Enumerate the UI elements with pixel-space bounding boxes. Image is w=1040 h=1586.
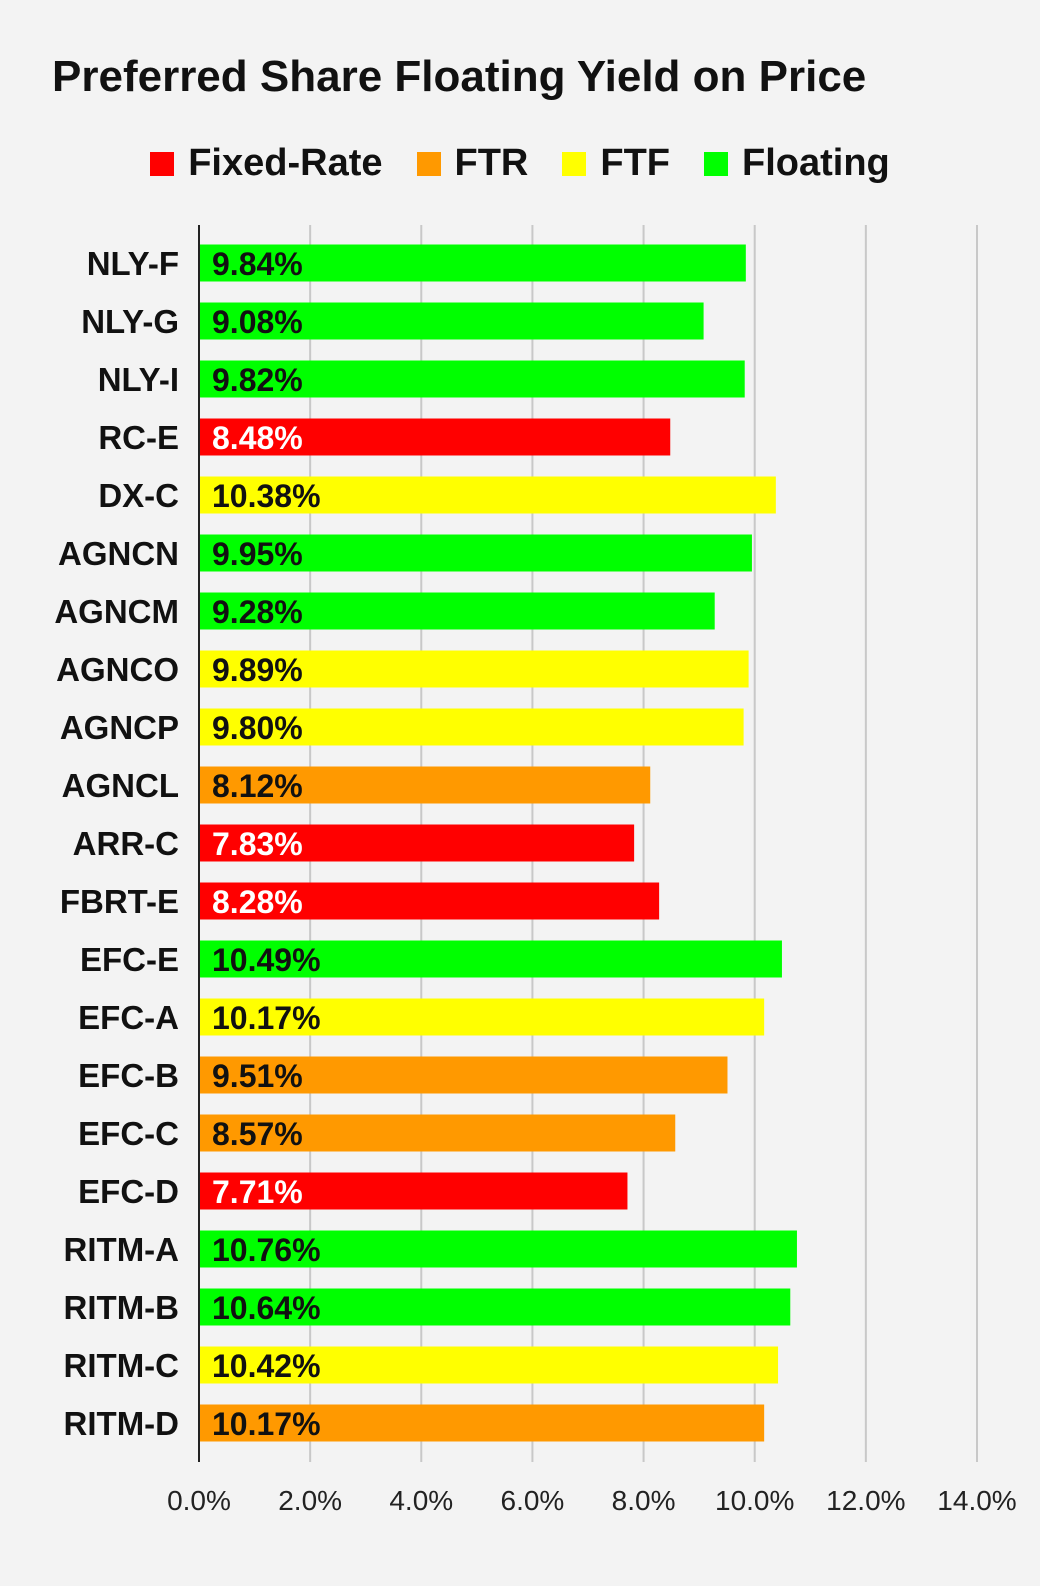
legend-label: FTR — [454, 142, 529, 184]
category-label: EFC-C — [78, 1115, 179, 1152]
legend-swatch — [416, 151, 441, 176]
bar — [199, 1172, 628, 1210]
value-label: 10.49% — [212, 942, 321, 978]
value-label: 10.38% — [212, 478, 321, 514]
value-label: 8.57% — [212, 1116, 303, 1152]
category-label: NLY-G — [81, 303, 179, 340]
x-tick-label: 8.0% — [612, 1485, 676, 1516]
bar — [199, 592, 715, 630]
bar — [199, 360, 745, 398]
bar — [199, 940, 782, 978]
legend-item: Fixed-Rate — [150, 142, 383, 185]
value-label: 9.51% — [212, 1058, 303, 1094]
bar — [199, 1288, 791, 1326]
category-label: RITM-A — [64, 1231, 179, 1268]
value-label: 10.64% — [212, 1290, 321, 1326]
legend-item: FTR — [416, 142, 529, 185]
legend-swatch — [562, 151, 587, 176]
category-label: EFC-D — [78, 1173, 179, 1210]
bar — [199, 708, 744, 746]
bar — [199, 766, 651, 804]
value-label: 10.42% — [212, 1348, 321, 1384]
category-label: EFC-B — [78, 1057, 179, 1094]
category-label: AGNCO — [56, 651, 179, 688]
category-label: AGNCL — [62, 767, 179, 804]
x-tick-label: 14.0% — [937, 1485, 1016, 1516]
value-label: 9.82% — [212, 362, 303, 398]
category-label: EFC-E — [80, 941, 179, 978]
value-label: 9.84% — [212, 246, 303, 282]
category-label: AGNCM — [54, 593, 179, 630]
legend-swatch — [150, 151, 175, 176]
bar — [199, 824, 635, 862]
value-label: 9.95% — [212, 536, 303, 572]
category-label: ARR-C — [73, 825, 179, 862]
chart-title: Preferred Share Floating Yield on Price — [52, 52, 867, 101]
category-label: NLY-F — [87, 245, 179, 282]
value-label: 9.89% — [212, 652, 303, 688]
bar — [199, 650, 749, 688]
value-label: 10.17% — [212, 1000, 321, 1036]
value-label: 7.83% — [212, 826, 303, 862]
value-label: 9.80% — [212, 710, 303, 746]
legend: Fixed-Rate FTR FTF Floating — [0, 142, 1040, 185]
category-label: RITM-B — [64, 1289, 179, 1326]
bar — [199, 534, 752, 572]
value-label: 7.71% — [212, 1174, 303, 1210]
value-label: 8.48% — [212, 420, 303, 456]
category-label: RITM-D — [64, 1405, 179, 1442]
category-label: AGNCP — [60, 709, 179, 746]
category-label: RITM-C — [64, 1347, 179, 1384]
legend-swatch — [704, 151, 729, 176]
category-label: AGNCN — [58, 535, 179, 572]
value-label: 9.28% — [212, 594, 303, 630]
bar — [199, 1230, 797, 1268]
category-label: RC-E — [98, 419, 179, 456]
bar — [199, 1114, 676, 1152]
x-tick-label: 6.0% — [501, 1485, 565, 1516]
bar — [199, 244, 746, 282]
category-label: DX-C — [98, 477, 179, 514]
x-tick-label: 4.0% — [389, 1485, 453, 1516]
value-label: 8.12% — [212, 768, 303, 804]
value-label: 10.17% — [212, 1406, 321, 1442]
x-tick-label: 2.0% — [278, 1485, 342, 1516]
value-label: 10.76% — [212, 1232, 321, 1268]
bar — [199, 302, 704, 340]
legend-label: Fixed-Rate — [188, 142, 383, 184]
category-label: FBRT-E — [60, 883, 179, 920]
legend-label: FTF — [600, 142, 671, 184]
bar — [199, 998, 765, 1036]
bar — [199, 1056, 728, 1094]
category-label: EFC-A — [78, 999, 179, 1036]
legend-item: Floating — [704, 142, 890, 185]
value-label: 9.08% — [212, 304, 303, 340]
bar — [199, 418, 671, 456]
bar — [199, 476, 776, 514]
legend-label: Floating — [742, 142, 890, 184]
bar — [199, 1346, 779, 1384]
x-tick-label: 0.0% — [167, 1485, 231, 1516]
category-label: NLY-I — [98, 361, 179, 398]
bar — [199, 1404, 765, 1442]
x-tick-label: 12.0% — [826, 1485, 905, 1516]
x-tick-label: 10.0% — [715, 1485, 794, 1516]
bar — [199, 882, 660, 920]
legend-item: FTF — [562, 142, 670, 185]
value-label: 8.28% — [212, 884, 303, 920]
